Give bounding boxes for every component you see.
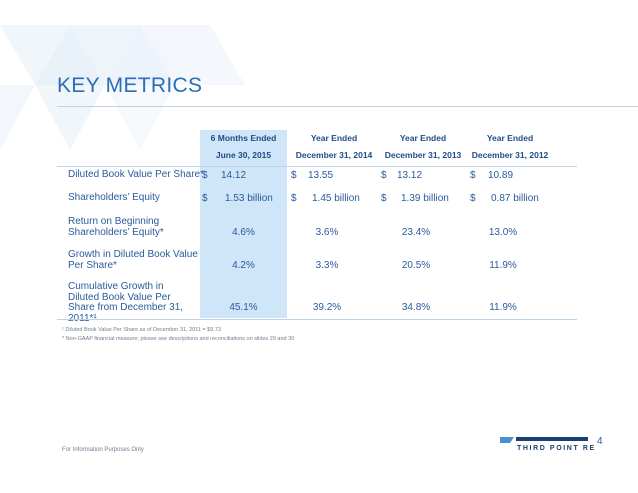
table-bottom-divider	[57, 319, 577, 320]
page-number: 4	[597, 436, 603, 447]
row-label-diluted-bvps: Diluted Book Value Per Share*	[68, 169, 205, 180]
column-header-4: Year Ended December 31, 2012	[471, 133, 549, 160]
cell-value: 13.12	[397, 170, 423, 181]
cell-value: 23.4%	[401, 227, 431, 238]
currency-symbol: $	[291, 193, 297, 204]
cell-value: 39.2%	[312, 302, 342, 313]
brand-logo-text: THIRD POINT RE	[517, 445, 596, 452]
currency-symbol: $	[202, 193, 208, 204]
column-header-3: Year Ended December 31, 2013	[384, 133, 462, 160]
cell-value: 13.55	[308, 170, 334, 181]
footnote-1: ¹ Diluted Book Value Per Share as of Dec…	[62, 327, 221, 333]
row-label-shareholders-equity: Shareholders’ Equity	[68, 192, 160, 203]
currency-symbol: $	[381, 170, 387, 181]
cell-value: 0.87 billion	[491, 193, 539, 204]
currency-symbol: $	[470, 170, 476, 181]
row-label-cumulative-growth: Cumulative Growth in Diluted Book Value …	[68, 281, 184, 324]
cell-value: 1.45 billion	[312, 193, 360, 204]
cell-value: 1.39 billion	[401, 193, 449, 204]
cell-value: 11.9%	[489, 260, 517, 271]
currency-symbol: $	[381, 193, 387, 204]
row-label-growth-dbvps: Growth in Diluted Book Value Per Share*	[68, 249, 198, 271]
brand-logo-mark	[500, 437, 588, 443]
cell-value: 4.6%	[232, 227, 255, 238]
cell-value: 20.5%	[401, 260, 431, 271]
footnote-2: * Non-GAAP financial measure; please see…	[62, 336, 295, 342]
currency-symbol: $	[202, 170, 208, 181]
cell-value: 34.8%	[401, 302, 431, 313]
row-label-roe: Return on Beginning Shareholders’ Equity…	[68, 216, 164, 238]
title-divider	[57, 106, 638, 107]
currency-symbol: $	[291, 170, 297, 181]
cell-value: 45.1%	[229, 302, 258, 313]
cell-value: 10.89	[488, 170, 514, 181]
footer-info: For Information Purposes Only	[62, 447, 144, 453]
cell-value: 11.9%	[489, 302, 517, 313]
cell-value: 13.0%	[488, 227, 518, 238]
cell-value: 4.2%	[232, 260, 255, 271]
cell-value: 3.6%	[315, 227, 339, 238]
column-header-1: 6 Months Ended June 30, 2015	[210, 133, 277, 160]
cell-value: 3.3%	[315, 260, 339, 271]
current-period-highlight	[200, 130, 287, 318]
cell-value: 14.12	[221, 170, 247, 181]
cell-value: 1.53 billion	[225, 193, 273, 204]
currency-symbol: $	[470, 193, 476, 204]
header-divider	[57, 166, 577, 167]
page-title: KEY METRICS	[57, 74, 203, 97]
column-header-2: Year Ended December 31, 2014	[295, 133, 373, 160]
